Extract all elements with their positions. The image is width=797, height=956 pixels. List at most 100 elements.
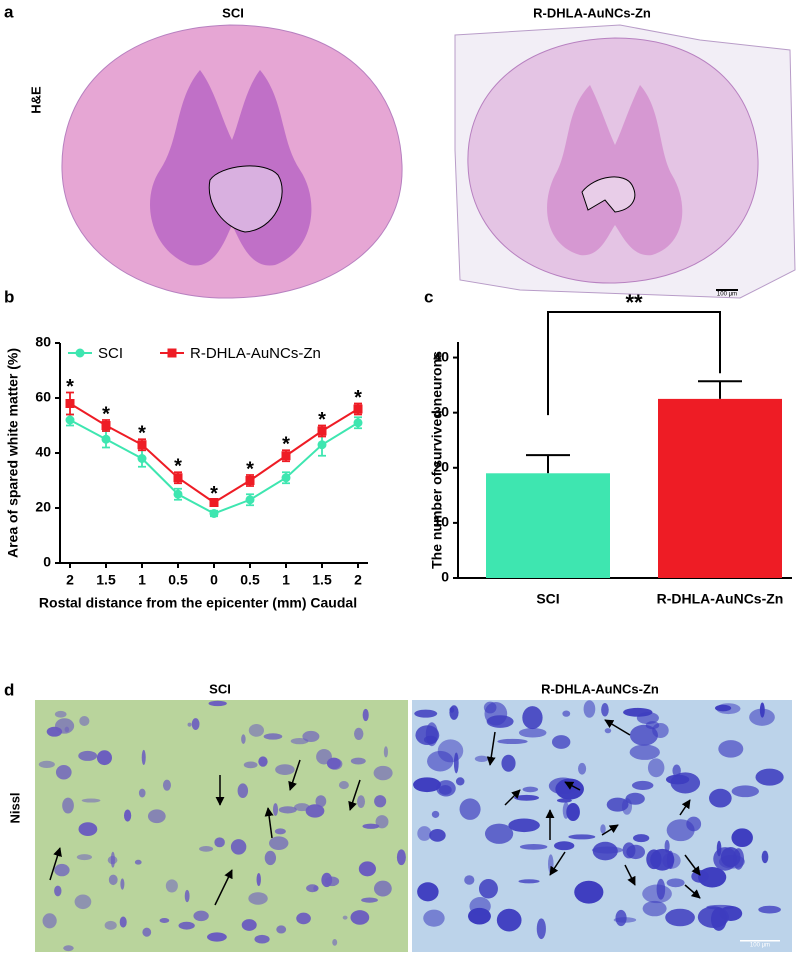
y-tick-label: 10	[433, 514, 449, 530]
cell	[665, 908, 695, 927]
cell	[551, 735, 571, 749]
legend-label: R-DHLA-AuNCs-Zn	[190, 345, 321, 362]
cell	[243, 761, 258, 769]
cell	[758, 905, 781, 914]
cell	[716, 703, 741, 715]
cell	[429, 829, 446, 842]
cell	[469, 897, 491, 916]
arrow	[684, 884, 701, 899]
cell	[54, 710, 67, 718]
cell	[74, 894, 92, 910]
cell	[554, 841, 575, 851]
cell	[613, 917, 637, 923]
x-tick-label: 2	[354, 572, 362, 588]
cell	[358, 861, 376, 877]
cell	[350, 757, 366, 765]
cell	[264, 850, 277, 866]
cell	[104, 920, 117, 930]
cell	[178, 921, 195, 930]
cell	[141, 749, 146, 765]
legend-label: SCI	[98, 345, 123, 362]
y-tick-label: 0	[43, 554, 51, 570]
cell	[193, 910, 209, 922]
cell	[646, 849, 662, 870]
cell	[518, 728, 547, 738]
y-tick-label: 40	[433, 348, 449, 364]
legend-marker	[167, 348, 177, 358]
x-tick-label: SCI	[536, 591, 559, 607]
cell	[514, 794, 540, 801]
cell	[78, 822, 98, 836]
cell	[592, 841, 618, 861]
cell	[214, 837, 225, 848]
cell	[108, 874, 118, 886]
cell	[237, 783, 249, 799]
cell	[54, 718, 75, 734]
cell	[184, 889, 190, 903]
marker	[65, 399, 75, 408]
cell	[666, 878, 685, 888]
cell	[159, 918, 170, 924]
panel-title: SCI	[209, 681, 231, 696]
significance: *	[66, 376, 74, 398]
cell	[248, 723, 265, 737]
arrow	[486, 731, 496, 766]
marker	[173, 473, 183, 483]
cell	[497, 738, 528, 745]
cell	[123, 809, 132, 822]
cell	[62, 797, 74, 814]
cell	[478, 878, 498, 899]
cell	[326, 757, 341, 770]
bar	[486, 473, 610, 578]
cell	[691, 869, 709, 883]
cell	[496, 908, 522, 932]
cell	[508, 818, 540, 833]
cell	[414, 709, 438, 718]
cell	[626, 844, 646, 860]
cell	[720, 847, 741, 868]
cell	[275, 764, 295, 776]
cell	[413, 777, 441, 793]
marker	[353, 404, 363, 414]
cell	[254, 934, 270, 944]
cell	[138, 788, 146, 798]
arrow	[601, 824, 619, 836]
arrow	[504, 789, 521, 806]
cell	[338, 781, 349, 790]
arrow	[549, 851, 566, 876]
y-tick-label: 20	[433, 458, 449, 474]
significance: *	[246, 458, 254, 480]
cell	[566, 803, 580, 821]
cell	[474, 755, 489, 762]
cell	[706, 904, 735, 910]
arrow	[684, 854, 701, 876]
cell	[269, 836, 289, 851]
x-tick-label: 2	[66, 572, 74, 588]
cell	[241, 734, 246, 744]
cell	[374, 795, 387, 808]
cell	[484, 701, 508, 726]
significance-bracket	[547, 311, 721, 416]
cell	[536, 918, 546, 940]
marker	[137, 454, 147, 463]
marker	[317, 440, 327, 450]
cell	[241, 919, 257, 931]
cell	[464, 875, 475, 885]
cell	[325, 876, 340, 887]
significance: *	[138, 423, 146, 445]
y-tick-label: 20	[35, 499, 51, 515]
cell	[417, 826, 432, 841]
y-tick-label: 60	[35, 389, 51, 405]
cell	[342, 915, 348, 920]
cell	[258, 756, 268, 767]
cell	[296, 912, 311, 925]
cell	[755, 768, 784, 786]
cell	[263, 733, 283, 740]
cell	[256, 872, 261, 887]
cell	[629, 724, 658, 746]
he-image	[61, 24, 403, 299]
panel-title: SCI	[222, 5, 244, 20]
cell	[76, 854, 93, 861]
cell	[54, 885, 62, 897]
cell	[606, 797, 629, 812]
